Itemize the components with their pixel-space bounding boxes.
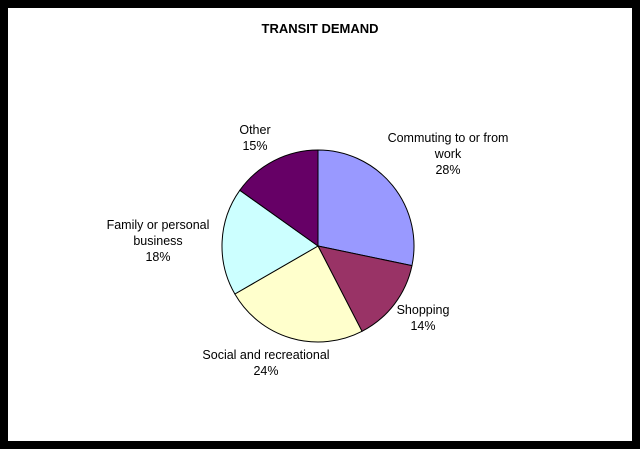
pie-slice [221, 189, 319, 295]
slice-label: Family or personal business 18% [93, 217, 223, 265]
slice-label: Other 15% [190, 122, 320, 154]
value-label: 28% [435, 163, 461, 177]
chart-area: TRANSIT DEMAND Commuting to or from work… [8, 8, 632, 441]
slice-label: Social and recreational 24% [201, 347, 331, 379]
category-label: Family or personal business [106, 218, 210, 248]
pie-slice [234, 245, 363, 343]
value-label: 14% [410, 319, 436, 333]
chart [221, 149, 415, 343]
category-label: Commuting to or from work [387, 131, 509, 161]
chart-title: TRANSIT DEMAND [261, 21, 379, 36]
pie-slice [239, 149, 319, 247]
value-label: 18% [145, 250, 171, 264]
slice-label: Commuting to or from work 28% [383, 130, 513, 178]
category-label: Other [239, 123, 271, 137]
pie-slice [317, 149, 415, 267]
category-label: Social and recreational [202, 348, 330, 362]
value-label: 15% [242, 139, 268, 153]
value-label: 24% [253, 364, 279, 378]
slice-label: Shopping 14% [358, 302, 488, 334]
category-label: Shopping [396, 303, 450, 317]
pie-slice [317, 245, 413, 333]
